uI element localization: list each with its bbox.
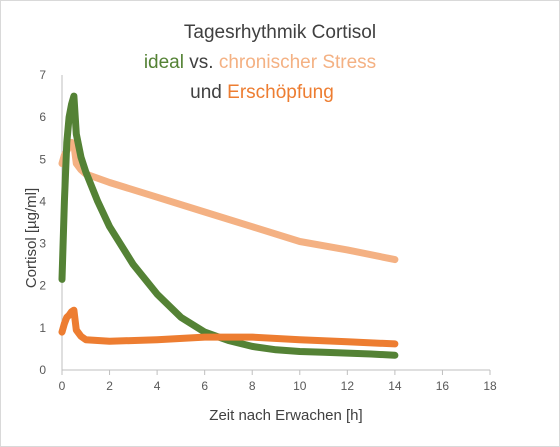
chart-title-line1: Tagesrhythmik Cortisol <box>184 22 376 43</box>
chart-title-line3: und Erschöpfung <box>190 82 334 103</box>
x-tick-label: 12 <box>341 379 355 393</box>
x-tick-label: 16 <box>436 379 450 393</box>
x-tick-label: 6 <box>201 379 208 393</box>
series-line-ideal <box>58 92 399 359</box>
x-tick-label: 4 <box>154 379 161 393</box>
y-tick-label: 7 <box>39 68 46 82</box>
x-tick-label: 14 <box>388 379 402 393</box>
chart-title-line2: ideal vs. chronischer Stress <box>144 52 376 73</box>
y-tick-label: 5 <box>39 152 46 166</box>
title-ideal: ideal <box>144 52 184 73</box>
x-tick-label: 0 <box>59 379 66 393</box>
y-tick-label: 2 <box>39 279 46 293</box>
series-group <box>58 92 399 359</box>
x-tick-label: 2 <box>106 379 113 393</box>
y-ticks: 0 1 2 3 4 5 6 7 <box>39 68 46 377</box>
x-tick-label: 8 <box>249 379 256 393</box>
y-tick-label: 1 <box>39 321 46 335</box>
title-stress: chronischer Stress <box>219 52 376 73</box>
y-axis-label: Cortisol [µg/ml] <box>23 188 40 288</box>
series-line-stress <box>58 138 399 264</box>
x-ticks: 0 2 4 6 8 10 12 14 16 18 <box>59 370 497 393</box>
title-exhaustion: Erschöpfung <box>227 82 334 103</box>
title-vs: vs. <box>184 52 219 73</box>
y-tick-label: 0 <box>39 363 46 377</box>
y-tick-label: 4 <box>39 194 46 208</box>
y-tick-label: 3 <box>39 237 46 251</box>
series-line-exhaustion <box>58 306 399 348</box>
x-tick-label: 10 <box>293 379 307 393</box>
x-tick-label: 18 <box>483 379 497 393</box>
y-tick-label: 6 <box>39 110 46 124</box>
x-axis-label: Zeit nach Erwachen [h] <box>209 407 362 424</box>
title-und: und <box>190 82 227 103</box>
